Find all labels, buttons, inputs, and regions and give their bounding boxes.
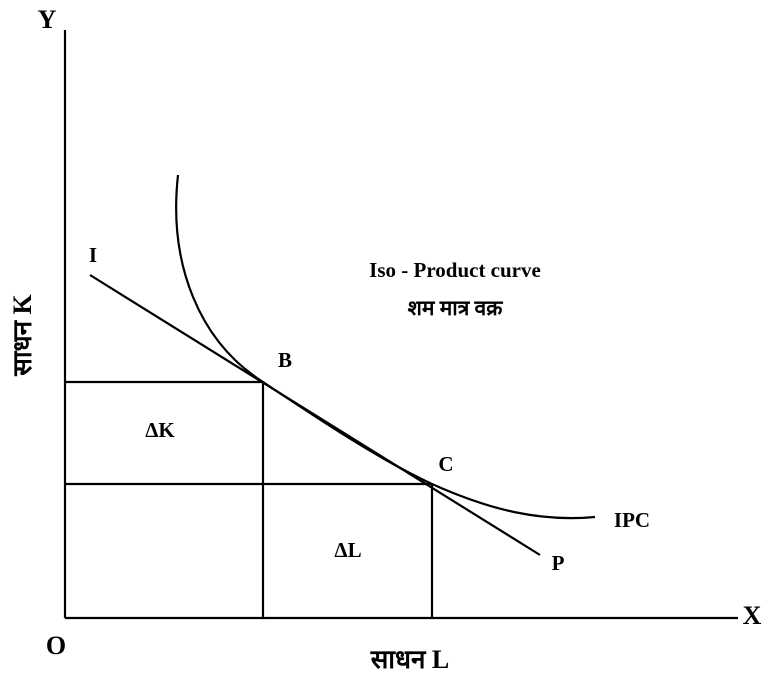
y-axis-label: Y [38, 5, 57, 34]
point-label: I [89, 243, 97, 267]
curve-title: Iso - Product curve [369, 258, 541, 282]
curve-title-hindi: शम मात्र वक्र [408, 296, 504, 320]
point-label: B [278, 348, 292, 372]
point-label: C [438, 452, 453, 476]
origin-label: O [46, 631, 66, 660]
y-axis-title: साधन K [8, 294, 37, 377]
curve-label: IPC [614, 508, 650, 532]
x-axis-label: X [743, 601, 762, 630]
point-label: P [552, 551, 565, 575]
x-axis-title: साधन L [370, 645, 450, 674]
delta-k: ΔK [145, 418, 175, 442]
delta-l: ΔL [334, 538, 361, 562]
iso-product-curve [175, 174, 596, 520]
